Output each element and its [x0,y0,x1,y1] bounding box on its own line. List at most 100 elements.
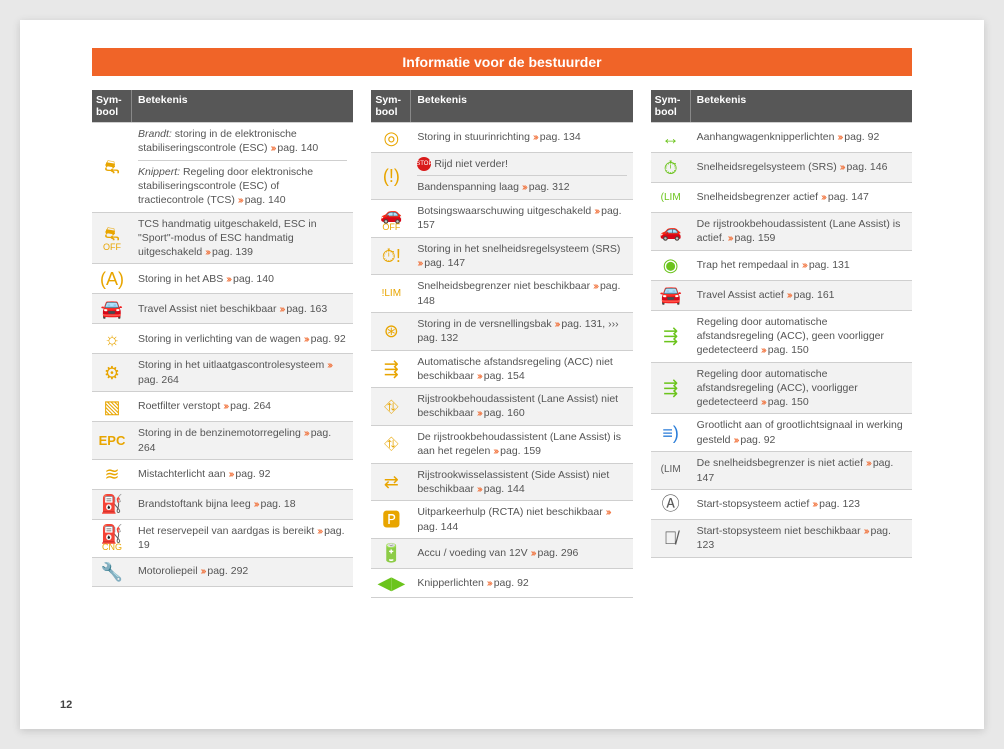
table-row: 🚘Travel Assist actief ››› pag. 161 [651,280,912,310]
symbol-cell: ⛐ [92,123,132,212]
symbol-cell: Ⓐ̸ [651,520,691,557]
meaning-cell: Grootlicht aan of grootlichtsignaal in w… [691,414,912,451]
meaning-cell: Automatische afstandsregeling (ACC) niet… [411,351,632,388]
warning-icon: OFF [103,243,121,252]
symbol-cell: ⏱ [651,153,691,182]
meaning-cell: Brandstoftank bijna leeg ››› pag. 18 [132,490,353,519]
symbol-cell: ↔ [651,123,691,152]
symbol-cell: ≋ [92,460,132,489]
symbol-cell: (A) [92,264,132,293]
symbol-cell: ⊛ [371,313,411,350]
warning-icon: ⇶ [663,379,678,397]
symbol-cell: ⛽ [92,490,132,519]
epc-icon: EPC [99,434,126,447]
warning-icon: ⇄ [384,473,399,491]
warning-icon: ☼ [104,330,121,348]
warning-icon: 🔋 [380,544,402,562]
meaning-cell: Regeling door automatische afstandsregel… [691,311,912,362]
warning-icon: ⊛ [384,322,399,340]
table-row: 🔋Accu / voeding van 12V ››› pag. 296 [371,538,632,568]
table-row: Ⓐ Start-stopsysteem actief ››› pag. 123 [651,489,912,519]
symbol-cell: ⏱! [371,238,411,275]
meaning-cell: Storing in verlichting van de wagen ››› … [132,324,353,353]
symbol-cell: !LIM [371,275,411,312]
table-row: 🅿Uitparkeerhulp (RCTA) niet beschikbaar … [371,500,632,538]
meaning-cell: Travel Assist niet beschikbaar ››› pag. … [132,294,353,323]
meaning-cell: Mistachterlicht aan ››› pag. 92 [132,460,353,489]
table-row: ◎Storing in stuurinrichting ››› pag. 134 [371,122,632,152]
table-row: ⇶ Automatische afstandsregeling (ACC) nie… [371,350,632,388]
table-header: Sym-boolBetekenis [651,90,912,122]
columns-container: Sym-boolBetekenis⛐Brandt: storing in de … [20,90,984,598]
symbol-cell: ⛗ [371,426,411,463]
warning-icon: ⚙ [104,364,120,382]
warning-icon: (A) [100,270,124,288]
table-row: (!)STOPRijd niet verder!Bandenspanning l… [371,152,632,199]
warning-icon: ⛽ [101,525,123,543]
table-row: ⛐OFFTCS handmatig uitgeschakeld, ESC in … [92,212,353,264]
symbol-cell: (!) [371,153,411,199]
header-betekenis: Betekenis [691,90,912,122]
warning-icon: 🚗 [659,222,681,240]
meaning-cell: Storing in stuurinrichting ››› pag. 134 [411,123,632,152]
warning-icon: (!) [383,167,400,185]
meaning-cell: Storing in het uitlaatgascontrolesysteem… [132,354,353,391]
symbol-cell: (LIM [651,183,691,212]
meaning-cell: Botsingswaarschuwing uitgeschakeld ››› p… [411,200,632,237]
table-row: ⛽ Brandstoftank bijna leeg ››› pag. 18 [92,489,353,519]
meaning-cell: Storing in het snelheidsregelsysteem (SR… [411,238,632,275]
meaning-cell: Start-stopsysteem niet beschikbaar ››› p… [691,520,912,557]
header-symbool: Sym-bool [92,90,132,122]
symbol-cell: EPC [92,422,132,459]
symbol-cell: ⇶ [371,351,411,388]
table-header: Sym-boolBetekenis [92,90,353,122]
warning-icon: (LIM [661,465,681,475]
table-row: ⇶ Regeling door automatische afstandsrege… [651,310,912,362]
meaning-cell: Rijstrookbehoudassistent (Lane Assist) n… [411,388,632,425]
symbol-cell: ⚙ [92,354,132,391]
warning-icon: ⛽ [101,495,123,513]
meaning-cell: Storing in de benzinemotorregeling ››› p… [132,422,353,459]
warning-icon: ⇶ [384,360,399,378]
warning-icon: ⛐ [104,225,120,243]
table-header: Sym-boolBetekenis [371,90,632,122]
symbol-cell: 🚗 [651,213,691,250]
meaning-cell: De rijstrookbehoudassistent (Lane Assist… [691,213,912,250]
warning-icon: Ⓐ [662,495,680,513]
table-row: ⇶Regeling door automatische afstandsrege… [651,362,912,414]
table-row: 🔧Motoroliepeil ››› pag. 292 [92,557,353,587]
warning-icon: OFF [382,223,400,232]
header-betekenis: Betekenis [411,90,632,122]
table-row: Ⓐ̸Start-stopsysteem niet beschikbaar ›››… [651,519,912,558]
meaning-cell: Motoroliepeil ››› pag. 292 [132,558,353,586]
table-row: ≡) Grootlicht aan of grootlichtsignaal in… [651,413,912,451]
header-symbool: Sym-bool [371,90,411,122]
symbol-cell: Ⓐ [651,490,691,519]
column-0: Sym-boolBetekenis⛐Brandt: storing in de … [92,90,353,598]
warning-icon: !LIM [382,289,401,299]
warning-icon: ⛗ [384,435,398,453]
symbol-cell: 🚘 [92,294,132,323]
meaning-cell: Aanhangwagenknipperlichten ››› pag. 92 [691,123,912,152]
symbol-cell: ◉ [651,251,691,280]
header-symbool: Sym-bool [651,90,691,122]
warning-icon: (LIM [661,193,681,203]
symbol-cell: ⛗ [371,388,411,425]
manual-page: Informatie voor de bestuurder Sym-boolBe… [20,20,984,729]
table-row: ⇄Rijstrookwisselassistent (Side Assist) … [371,463,632,501]
meaning-cell: Roetfilter verstopt ››› pag. 264 [132,392,353,421]
meaning-line: STOPRijd niet verder! [417,157,626,171]
table-row: (LIMSnelheidsbegrenzer actief ››› pag. 1… [651,182,912,212]
warning-icon: ≡) [662,424,679,442]
meaning-cell: Knipperlichten ››› pag. 92 [411,569,632,597]
symbol-cell: (LIM [651,452,691,489]
symbol-cell: ⛐OFF [92,213,132,264]
warning-icon: 🅿 [382,511,400,529]
symbol-cell: 🔧 [92,558,132,586]
column-2: Sym-boolBetekenis↔Aanhangwagenknipperlic… [651,90,912,598]
table-row: 🚗OFFBotsingswaarschuwing uitgeschakeld ›… [371,199,632,237]
page-title: Informatie voor de bestuurder [92,48,912,76]
warning-icon: ⇶ [663,327,678,345]
table-row: ⛗Rijstrookbehoudassistent (Lane Assist) … [371,387,632,425]
meaning-cell: Start-stopsysteem actief ››› pag. 123 [691,490,912,519]
